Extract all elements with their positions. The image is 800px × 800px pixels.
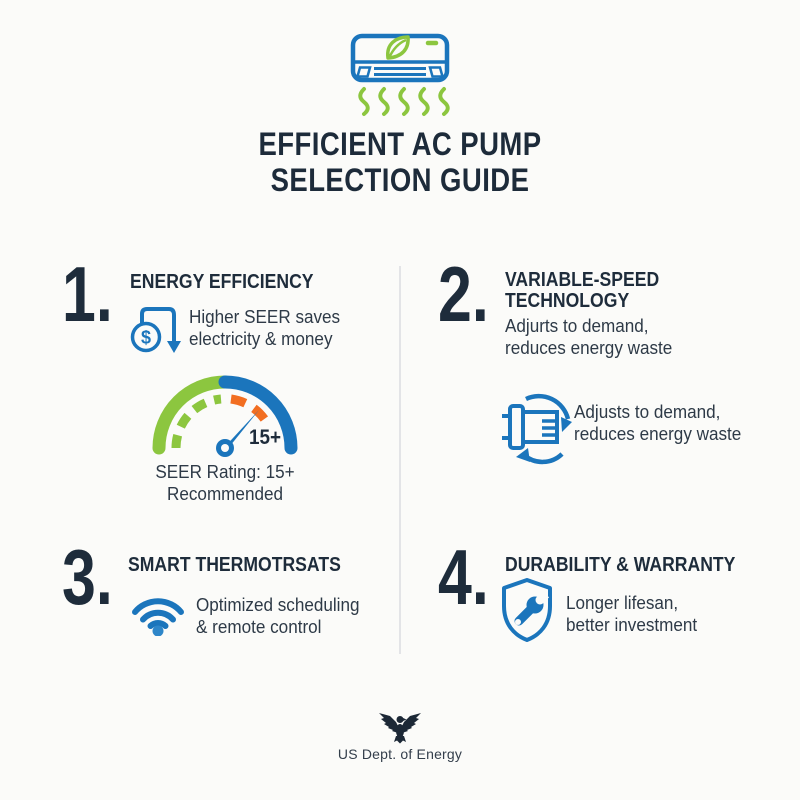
footer-org-name: US Dept. of Energy (337, 746, 463, 762)
section1-description: Higher SEER saves electricity & money (189, 306, 340, 350)
section2-heading-line2: TECHNOLOGY (505, 290, 630, 312)
section2-heading: VARIABLE-SPEED TECHNOLOGY (505, 270, 659, 312)
section3-number: 3. (62, 533, 113, 621)
section4-description: Longer lifesan, better investment (566, 592, 697, 636)
section4-heading: DURABILITY & WARRANTY (505, 554, 736, 576)
gauge-caption-line2: Recommended (167, 484, 283, 504)
section4-desc-line1: Longer lifesan, (566, 593, 679, 613)
section2-desc2-line2: reduces energy waste (574, 424, 742, 444)
section2-desc-line1: Adjurts to demand, (505, 316, 649, 336)
section3-heading: SMART THERMOTRSATS (128, 554, 341, 576)
section1-heading: ENERGY EFFICIENCY (130, 271, 314, 293)
section2-description2: Adjusts to demand, reduces energy waste (574, 401, 741, 445)
page-title: EFFICIENT AC PUMP SELECTION GUIDE (56, 126, 744, 198)
section2-desc2-line1: Adjusts to demand, (574, 402, 721, 422)
section4-number: 4. (438, 533, 489, 621)
page-title-line1: EFFICIENT AC PUMP (258, 126, 542, 162)
gauge-caption-line1: SEER Rating: 15+ (155, 462, 295, 482)
shield-wrench-icon (502, 578, 552, 642)
section2-number: 2. (438, 250, 489, 338)
section1-number: 1. (62, 250, 113, 338)
column-divider (399, 266, 401, 654)
air-conditioner-leaf-icon (350, 33, 450, 116)
section2-desc-line2: reduces energy waste (505, 338, 673, 358)
section2-description: Adjurts to demand, reduces energy waste (505, 315, 672, 359)
section3-description: Optimized scheduling & remote control (196, 594, 359, 638)
page-title-line2: SELECTION GUIDE (270, 162, 530, 198)
section1-desc-line2: electricity & money (189, 329, 333, 349)
wifi-icon (132, 598, 184, 636)
eagle-icon (379, 713, 421, 744)
section3-desc-line1: Optimized scheduling (196, 595, 360, 615)
gauge-value-label: 15+ (249, 426, 282, 449)
section3-desc-line2: & remote control (196, 617, 322, 637)
section1-desc-line1: Higher SEER saves (189, 307, 341, 327)
svg-text:$: $ (141, 328, 151, 348)
seer-gauge (152, 375, 298, 457)
section4-desc-line2: better investment (566, 615, 698, 635)
dollar-arrow-icon: $ (130, 307, 181, 353)
pump-cycle-icon (502, 393, 572, 465)
section2-heading-line1: VARIABLE-SPEED (505, 269, 660, 291)
gauge-caption: SEER Rating: 15+ Recommended (130, 461, 320, 505)
